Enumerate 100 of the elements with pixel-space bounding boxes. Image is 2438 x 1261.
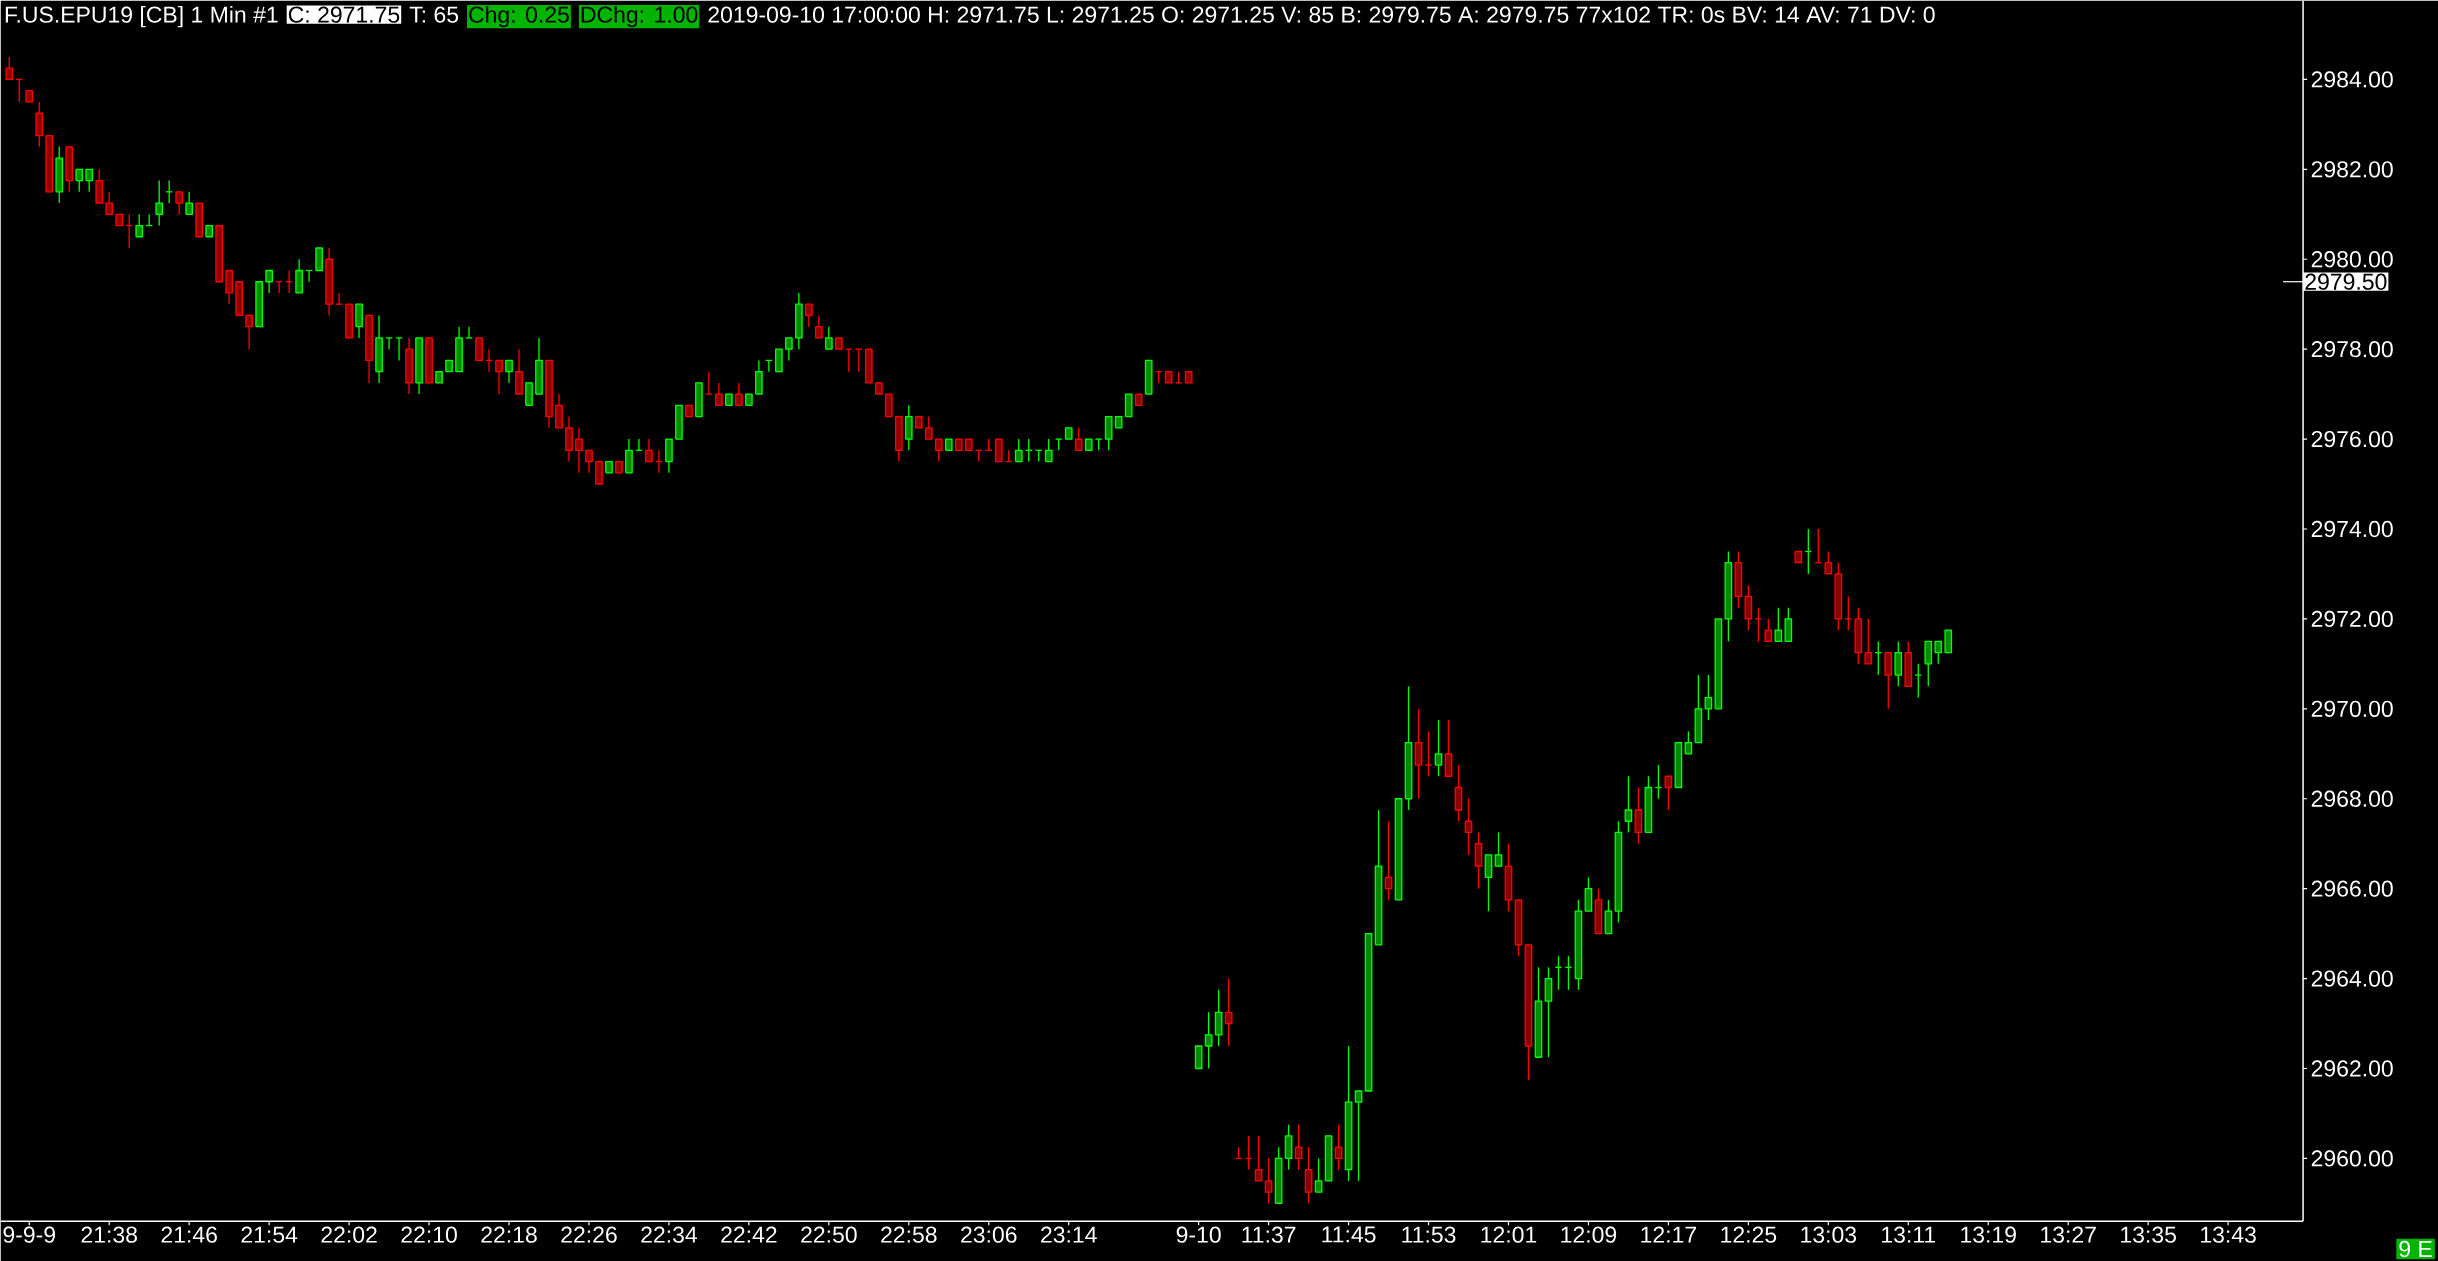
x-tick-label: 11:45 (1322, 1226, 1376, 1243)
candlestick (155, 179, 164, 227)
y-tick-label: 2970.00 (2311, 700, 2393, 717)
candlestick (1864, 618, 1873, 665)
annotation: T: 65 (409, 6, 459, 23)
y-tick-label: 2966.00 (2311, 880, 2393, 897)
x-tick-label: 22:26 (561, 1226, 617, 1243)
y-tick-label: 2984.00 (2311, 71, 2393, 88)
candlestick (265, 269, 273, 294)
candlestick (1194, 1045, 1203, 1069)
candlestick (1844, 595, 1853, 631)
y-tick-label: 2960.00 (2311, 1150, 2393, 1167)
ref-line-label: 2979.50 (2305, 273, 2387, 290)
candlestick (1314, 1157, 1323, 1193)
candlestick (105, 190, 114, 215)
x-tick-label: 12:01 (1481, 1226, 1537, 1243)
candlestick (884, 393, 893, 418)
candlestick (1264, 1157, 1273, 1204)
candlestick (315, 247, 323, 271)
x-tick-label: 22:18 (481, 1226, 537, 1243)
candlestick (135, 213, 144, 238)
x-tick-label: 22:42 (721, 1226, 777, 1243)
candlestick (225, 269, 233, 305)
candlestick (735, 382, 743, 406)
x-tick-label: 11:37 (1242, 1226, 1296, 1243)
candlestick (904, 404, 913, 451)
y-tick-label: 2972.00 (2311, 610, 2393, 627)
candlestick (1484, 854, 1493, 912)
candlestick (1784, 606, 1793, 642)
x-tick-label: 21:46 (161, 1226, 217, 1243)
candlestick (1414, 708, 1423, 800)
x-tick-label: 13:19 (1961, 1226, 2016, 1243)
candlestick (1354, 1090, 1363, 1182)
x-tick-label: 22:02 (321, 1226, 377, 1243)
candlestick (1894, 640, 1903, 687)
candlestick (515, 348, 523, 395)
candlestick (1914, 663, 1923, 699)
x-tick-label: 13:35 (2121, 1226, 2176, 1243)
candlestick (1474, 831, 1483, 890)
candlestick (1284, 1123, 1293, 1171)
candlestick (555, 393, 563, 429)
x-tick-label: 23:14 (1041, 1226, 1097, 1243)
candlestick (1044, 438, 1053, 463)
x-tick-label: 22:34 (641, 1226, 698, 1243)
candlestick (1304, 1146, 1313, 1204)
candlestick (1774, 606, 1783, 642)
candlestick (35, 101, 44, 148)
candlestick (1544, 966, 1553, 1058)
candlestick (295, 258, 303, 294)
x-tick-label: 13:43 (2201, 1226, 2256, 1243)
candlestick (1424, 730, 1433, 777)
chart-title: F.US.EPU19 [CB] 1 Min #1 (5, 5, 278, 28)
x-tick-label: 12:25 (1721, 1226, 1777, 1243)
candlestick (715, 382, 723, 406)
candlestick (585, 449, 593, 474)
candlestick (1584, 876, 1593, 912)
y-tick-label: 2980.00 (2311, 250, 2393, 268)
candlestick (1824, 550, 1833, 575)
annotation: 2019-09-10 17:00:00 H: 2971.75 L: 2971.25 O: 2971.25 V: 85 B: 2979.75 A: 2979.75 77x102 TR: 0s BV: 14 AV: 71 DV: 0 (708, 6, 1935, 23)
candlestick (824, 325, 833, 350)
x-tick-label: 22:10 (401, 1226, 457, 1243)
candlestick (1634, 786, 1643, 845)
candlestick (1604, 899, 1613, 935)
candlestick (1444, 719, 1453, 777)
candlestick (185, 190, 194, 215)
x-tick-label: 22:50 (801, 1226, 857, 1243)
annotation: DChg: 1.00 (581, 5, 698, 28)
candlestick (175, 190, 184, 215)
x-tick-label: 13:27 (2041, 1226, 2096, 1243)
candlestick (805, 303, 813, 328)
candlestick (1254, 1135, 1263, 1182)
y-tick-label: 2976.00 (2311, 430, 2393, 448)
candlestick (645, 438, 653, 463)
candlestick (525, 382, 533, 406)
x-tick-label: 22:58 (881, 1226, 937, 1243)
candlestick (595, 460, 603, 485)
x-tick-label: 9-10 (1176, 1226, 1221, 1243)
candlestick (625, 438, 633, 474)
candlestick (465, 325, 473, 339)
y-tick-label: 2982.00 (2311, 161, 2393, 178)
x-tick-label: 21:54 (241, 1226, 298, 1243)
candlestick (1744, 584, 1753, 631)
x-tick-label: 13:11 (1882, 1226, 1936, 1243)
candlestick (1924, 640, 1933, 687)
text: 9 E (2399, 1240, 2432, 1257)
candlestick (924, 415, 933, 440)
candlestick (575, 427, 583, 474)
candlestick (705, 370, 713, 395)
x-tick-label: 12:09 (1561, 1226, 1617, 1243)
candlestick (1884, 651, 1893, 710)
candlestick (95, 168, 104, 204)
candlestick (85, 168, 94, 193)
candlestick (5, 56, 14, 80)
candlestick (355, 303, 363, 339)
candlestick (755, 359, 763, 395)
candlestick (245, 314, 253, 350)
candlestick (565, 415, 573, 463)
candlestick (75, 168, 84, 193)
candlestick (1434, 719, 1443, 777)
x-tick-label: 11:53 (1402, 1226, 1456, 1243)
